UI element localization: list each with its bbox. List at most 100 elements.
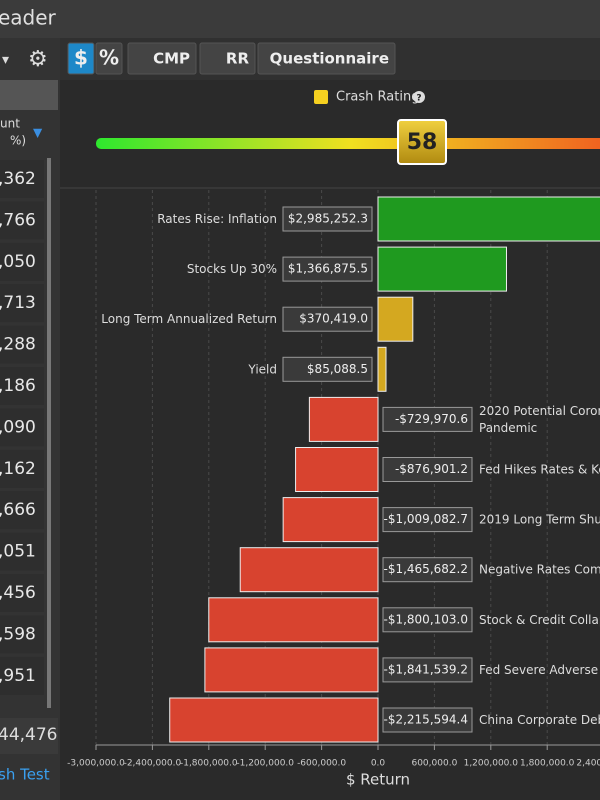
toolbar-label[interactable]: % [99,46,119,70]
value-label: $1,366,875.5 [288,262,368,276]
x-tick-label: 600,000.0 [411,759,457,769]
row-bg [0,491,44,530]
bar [377,196,600,242]
row-bg [0,325,44,364]
toolbar-button[interactable] [257,42,396,75]
crash-test-label[interactable]: sh Test [0,766,50,784]
value-label-box [382,607,473,633]
row-value: ,598 [0,624,36,644]
row-value: ,050 [0,252,36,272]
x-tick-label: -3,000,000.0 [67,759,125,769]
value-label: -$1,800,103.0 [384,612,469,626]
value-label-box [282,206,373,232]
value-label: -$1,465,682.2 [384,562,469,576]
chart: -3,000,000.0-2,400,000.0-1,800,000.0-1,2… [67,190,600,789]
x-tick-label: 1,800,000.0 [520,759,575,769]
row-value: ,362 [0,169,36,189]
row-value: ,766 [0,210,36,230]
row-bg [0,242,44,281]
sidebar-header [0,80,58,110]
toolbar-button[interactable] [67,42,95,75]
bar [282,497,379,543]
help-icon[interactable] [413,91,425,103]
row-bg [0,201,44,240]
x-tick-label: -1,200,000.0 [236,759,294,769]
x-tick-label: 0.0 [371,759,386,769]
rating-value: 58 [407,130,438,155]
row-value: ,288 [0,335,36,355]
category-label: Fed Severe Adverse S [479,662,600,676]
sort-icon[interactable]: ▼ [33,126,43,140]
category-label: Long Term Annualized Return [101,312,277,326]
row-bg [0,656,44,695]
crash-test-btn[interactable] [0,758,58,794]
scrollbar [47,158,51,708]
toolbar-label[interactable]: RR [226,50,250,68]
row-value: ,186 [0,376,36,396]
toolbar-button[interactable] [95,42,123,75]
row-bg [0,449,44,488]
rating-bar [96,138,600,149]
bar [377,346,387,392]
app-title: eader [0,6,57,30]
rating-marker [397,119,447,165]
x-tick-label: -1,800,000.0 [180,759,238,769]
row-value: ,713 [0,293,36,313]
row-value: ,162 [0,459,36,479]
value-label-box [282,256,373,282]
category-label: Rates Rise: Inflation [157,212,277,226]
toolbar-label[interactable]: $ [74,46,88,70]
value-label: $85,088.5 [307,362,368,376]
category-label: Fed Hikes Rates & Ke [479,462,600,476]
x-tick-label: 2,400,000.0 [576,759,600,769]
row-bg [0,160,44,198]
value-label: $2,985,252.3 [288,212,368,226]
toolbar-button[interactable] [127,42,197,75]
toolbar-label[interactable]: CMP [153,50,190,68]
bar [239,547,379,593]
bar [204,647,379,693]
row-value: ,666 [0,500,36,520]
value-label: -$729,970.6 [395,412,468,426]
toolbar-label[interactable]: Questionnaire [270,50,389,68]
value-label-box [382,707,473,733]
category-label: China Corporate Deb [479,713,600,727]
value-label-box [282,306,373,332]
value-label-box [382,507,473,533]
category-label: Stocks Up 30% [187,262,277,276]
legend-swatch [314,90,328,104]
value-label: $370,419.0 [299,312,368,326]
category-label: 2019 Long Term Shut [479,512,600,526]
x-tick-label: -600,000.0 [297,759,346,769]
category-label: Negative Rates Come [479,562,600,576]
row-value: ,456 [0,583,36,603]
help-mark: ? [416,94,421,104]
category-label: Stock & Credit Collap [479,612,600,626]
title-bar [0,0,600,38]
settings-icon[interactable]: ⚙ [28,47,48,72]
legend-label: Crash Rating [336,90,419,105]
sidebar-rows: ,362 ,766 ,050 ,713 ,288 ,186 ,090 ,162 ,666 ,051… [0,160,44,695]
category-label: Yield [247,362,277,376]
value-label-box [382,457,473,482]
bar [377,246,507,292]
bar [295,447,379,492]
value-label: -$2,215,594.4 [384,713,469,727]
value-label-box [282,356,373,382]
total-row [0,718,58,754]
value-label: -$876,901.2 [395,462,468,476]
bar [308,396,379,442]
toolbar-button[interactable] [199,42,256,75]
col-header: unt [0,117,20,131]
row-bg [0,532,44,571]
value-label-box [382,557,473,583]
x-axis-label: $ Return [346,771,410,789]
toolbar-buttons: $% CMP RR Questionnaire [67,42,396,75]
row-bg [0,367,44,405]
row-bg [0,615,44,654]
x-tick-label: -2,400,000.0 [124,759,182,769]
dropdown-caret[interactable]: ▾ [2,52,9,68]
row-value: ,051 [0,542,36,562]
